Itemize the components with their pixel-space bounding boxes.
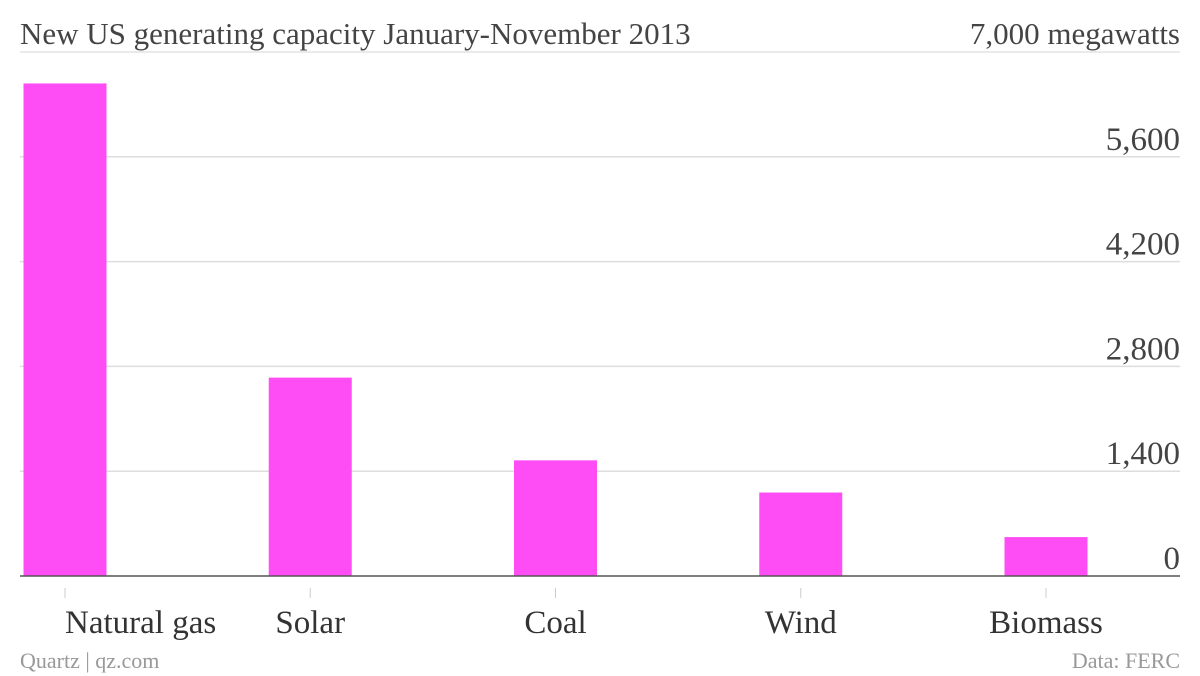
x-tick-labels: Natural gas Solar Coal Wind Biomass — [65, 605, 1103, 641]
bar — [759, 492, 843, 576]
x-tick-label: Coal — [524, 605, 586, 641]
bar — [514, 460, 597, 576]
y-tick-labels: 0 1,400 2,800 4,200 5,600 — [1106, 122, 1180, 577]
footer-credit: Quartz | qz.com — [20, 648, 159, 673]
y-tick-label: 5,600 — [1106, 122, 1180, 158]
x-tick-label: Wind — [765, 605, 837, 641]
x-tick-marks — [64, 588, 1047, 598]
footer-source: Data: FERC — [1072, 648, 1180, 673]
y-tick-label: 0 — [1164, 541, 1181, 577]
chart-title: New US generating capacity January-Novem… — [20, 16, 691, 51]
bar — [1004, 537, 1088, 576]
x-tick-label: Natural gas — [65, 605, 216, 641]
bars — [23, 83, 1088, 576]
y-tick-label: 1,400 — [1106, 436, 1180, 472]
y-tick-label: 2,800 — [1106, 331, 1180, 367]
bar — [268, 377, 352, 576]
y-tick-label: 4,200 — [1106, 227, 1180, 263]
y-axis-unit-label: 7,000 megawatts — [970, 16, 1180, 51]
gridlines — [20, 156, 1180, 472]
bar — [23, 83, 107, 576]
x-tick-label: Biomass — [989, 605, 1103, 641]
x-tick-label: Solar — [275, 605, 345, 641]
